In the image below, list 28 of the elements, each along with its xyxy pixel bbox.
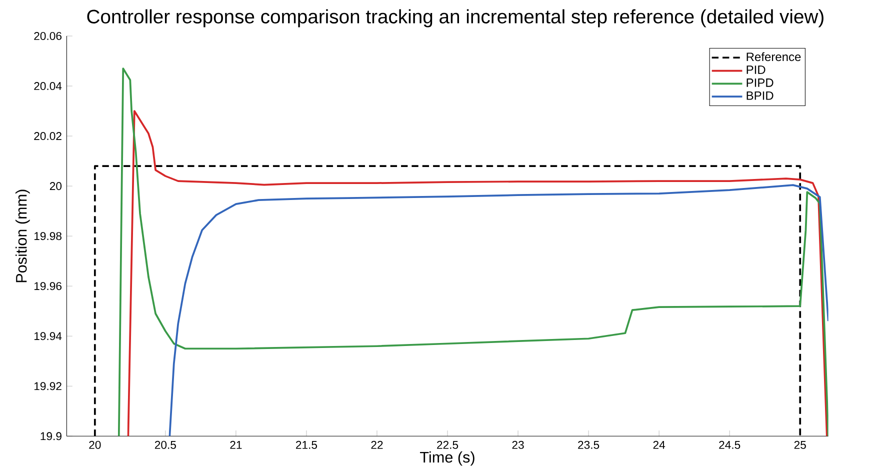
y-tick-label: 19.96: [34, 282, 62, 290]
x-tick-label: 23.5: [578, 440, 600, 449]
y-tick-label: 20: [50, 182, 62, 190]
y-tick-label: 20.02: [34, 132, 62, 140]
legend-label: Reference: [746, 52, 801, 62]
x-tick-label: 24: [653, 440, 666, 449]
chart-title: Controller response comparison tracking an incremental step reference (detailed view): [87, 9, 824, 28]
x-tick-label: 20: [89, 440, 101, 449]
legend-label: PID: [746, 66, 766, 74]
x-tick-label: 25: [794, 440, 806, 449]
y-tick-label: 19.94: [34, 332, 62, 340]
line-series: [168, 184, 828, 436]
y-tick-label: 19.92: [34, 382, 62, 390]
x-axis-title: Time (s): [420, 451, 474, 466]
y-tick-label: 20.06: [34, 32, 62, 40]
x-tick-label: 24.5: [719, 440, 740, 449]
y-axis-title: Position (mm): [16, 190, 30, 282]
x-tick-label: 20.5: [154, 440, 176, 449]
x-tick-label: 21: [230, 440, 242, 449]
x-tick-label: 22: [371, 440, 383, 449]
legend-label: PIPD: [746, 78, 774, 87]
y-tick-label: 19.98: [34, 232, 62, 240]
y-tick-label: 19.9: [40, 432, 62, 440]
x-tick-label: 23: [512, 440, 524, 449]
y-tick-label: 20.04: [34, 82, 62, 90]
x-tick-label: 22.5: [437, 440, 458, 449]
x-tick-label: 21.5: [296, 440, 318, 449]
legend-label: BPID: [746, 91, 774, 100]
